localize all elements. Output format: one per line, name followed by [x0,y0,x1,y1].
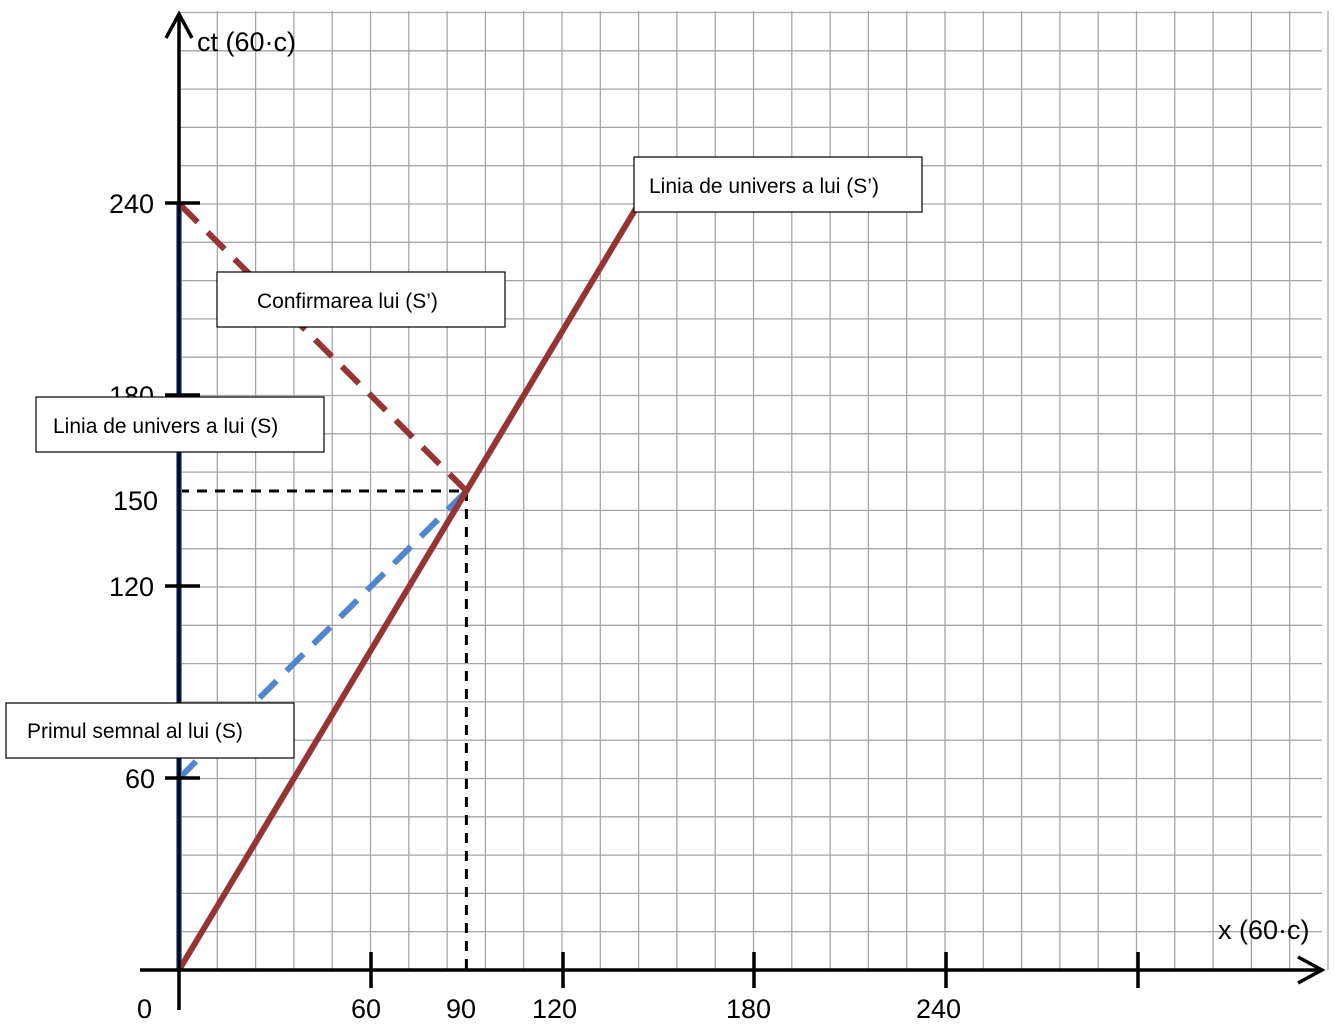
label-confirmation-s-prime: Confirmarea lui (S’) [216,271,506,328]
label-confirmation-s-prime-text: Confirmarea lui (S’) [257,290,438,313]
y-tick-label: 120 [109,572,154,602]
label-worldline-s-text: Linia de univers a lui (S) [53,415,278,438]
x-axis-arrow [1297,955,1326,985]
y-tick-label: 240 [109,189,154,219]
first-signal-s-line [176,488,469,781]
y-axis-arrow [164,10,194,39]
x-axis-title: x (60·c) [1218,915,1310,945]
y-ticks [165,201,200,780]
label-worldline-s-prime-text: Linia de univers a lui (S’) [649,175,879,198]
label-worldline-s: Linia de univers a lui (S) [35,396,325,453]
y-tick-label: 150 [113,486,158,516]
x-tick-label: 90 [446,994,476,1024]
y-axis-title: ct (60·c) [197,27,296,57]
label-first-signal-s-text: Primul semnal al lui (S) [27,720,243,743]
label-worldline-s-prime: Linia de univers a lui (S’) [633,156,923,213]
worldline-s-prime-line [176,202,642,972]
x-tick-label: 60 [351,994,381,1024]
confirmation-s-prime-line [176,201,469,494]
x-tick-label: 180 [726,994,771,1024]
y-tick-label: 60 [125,764,155,794]
label-first-signal-s: Primul semnal al lui (S) [5,702,295,759]
origin-label: 0 [137,994,152,1024]
x-tick-label: 240 [916,994,961,1024]
x-tick-label: 120 [532,994,577,1024]
x-ticks [369,952,1140,988]
grid [178,11,1329,971]
